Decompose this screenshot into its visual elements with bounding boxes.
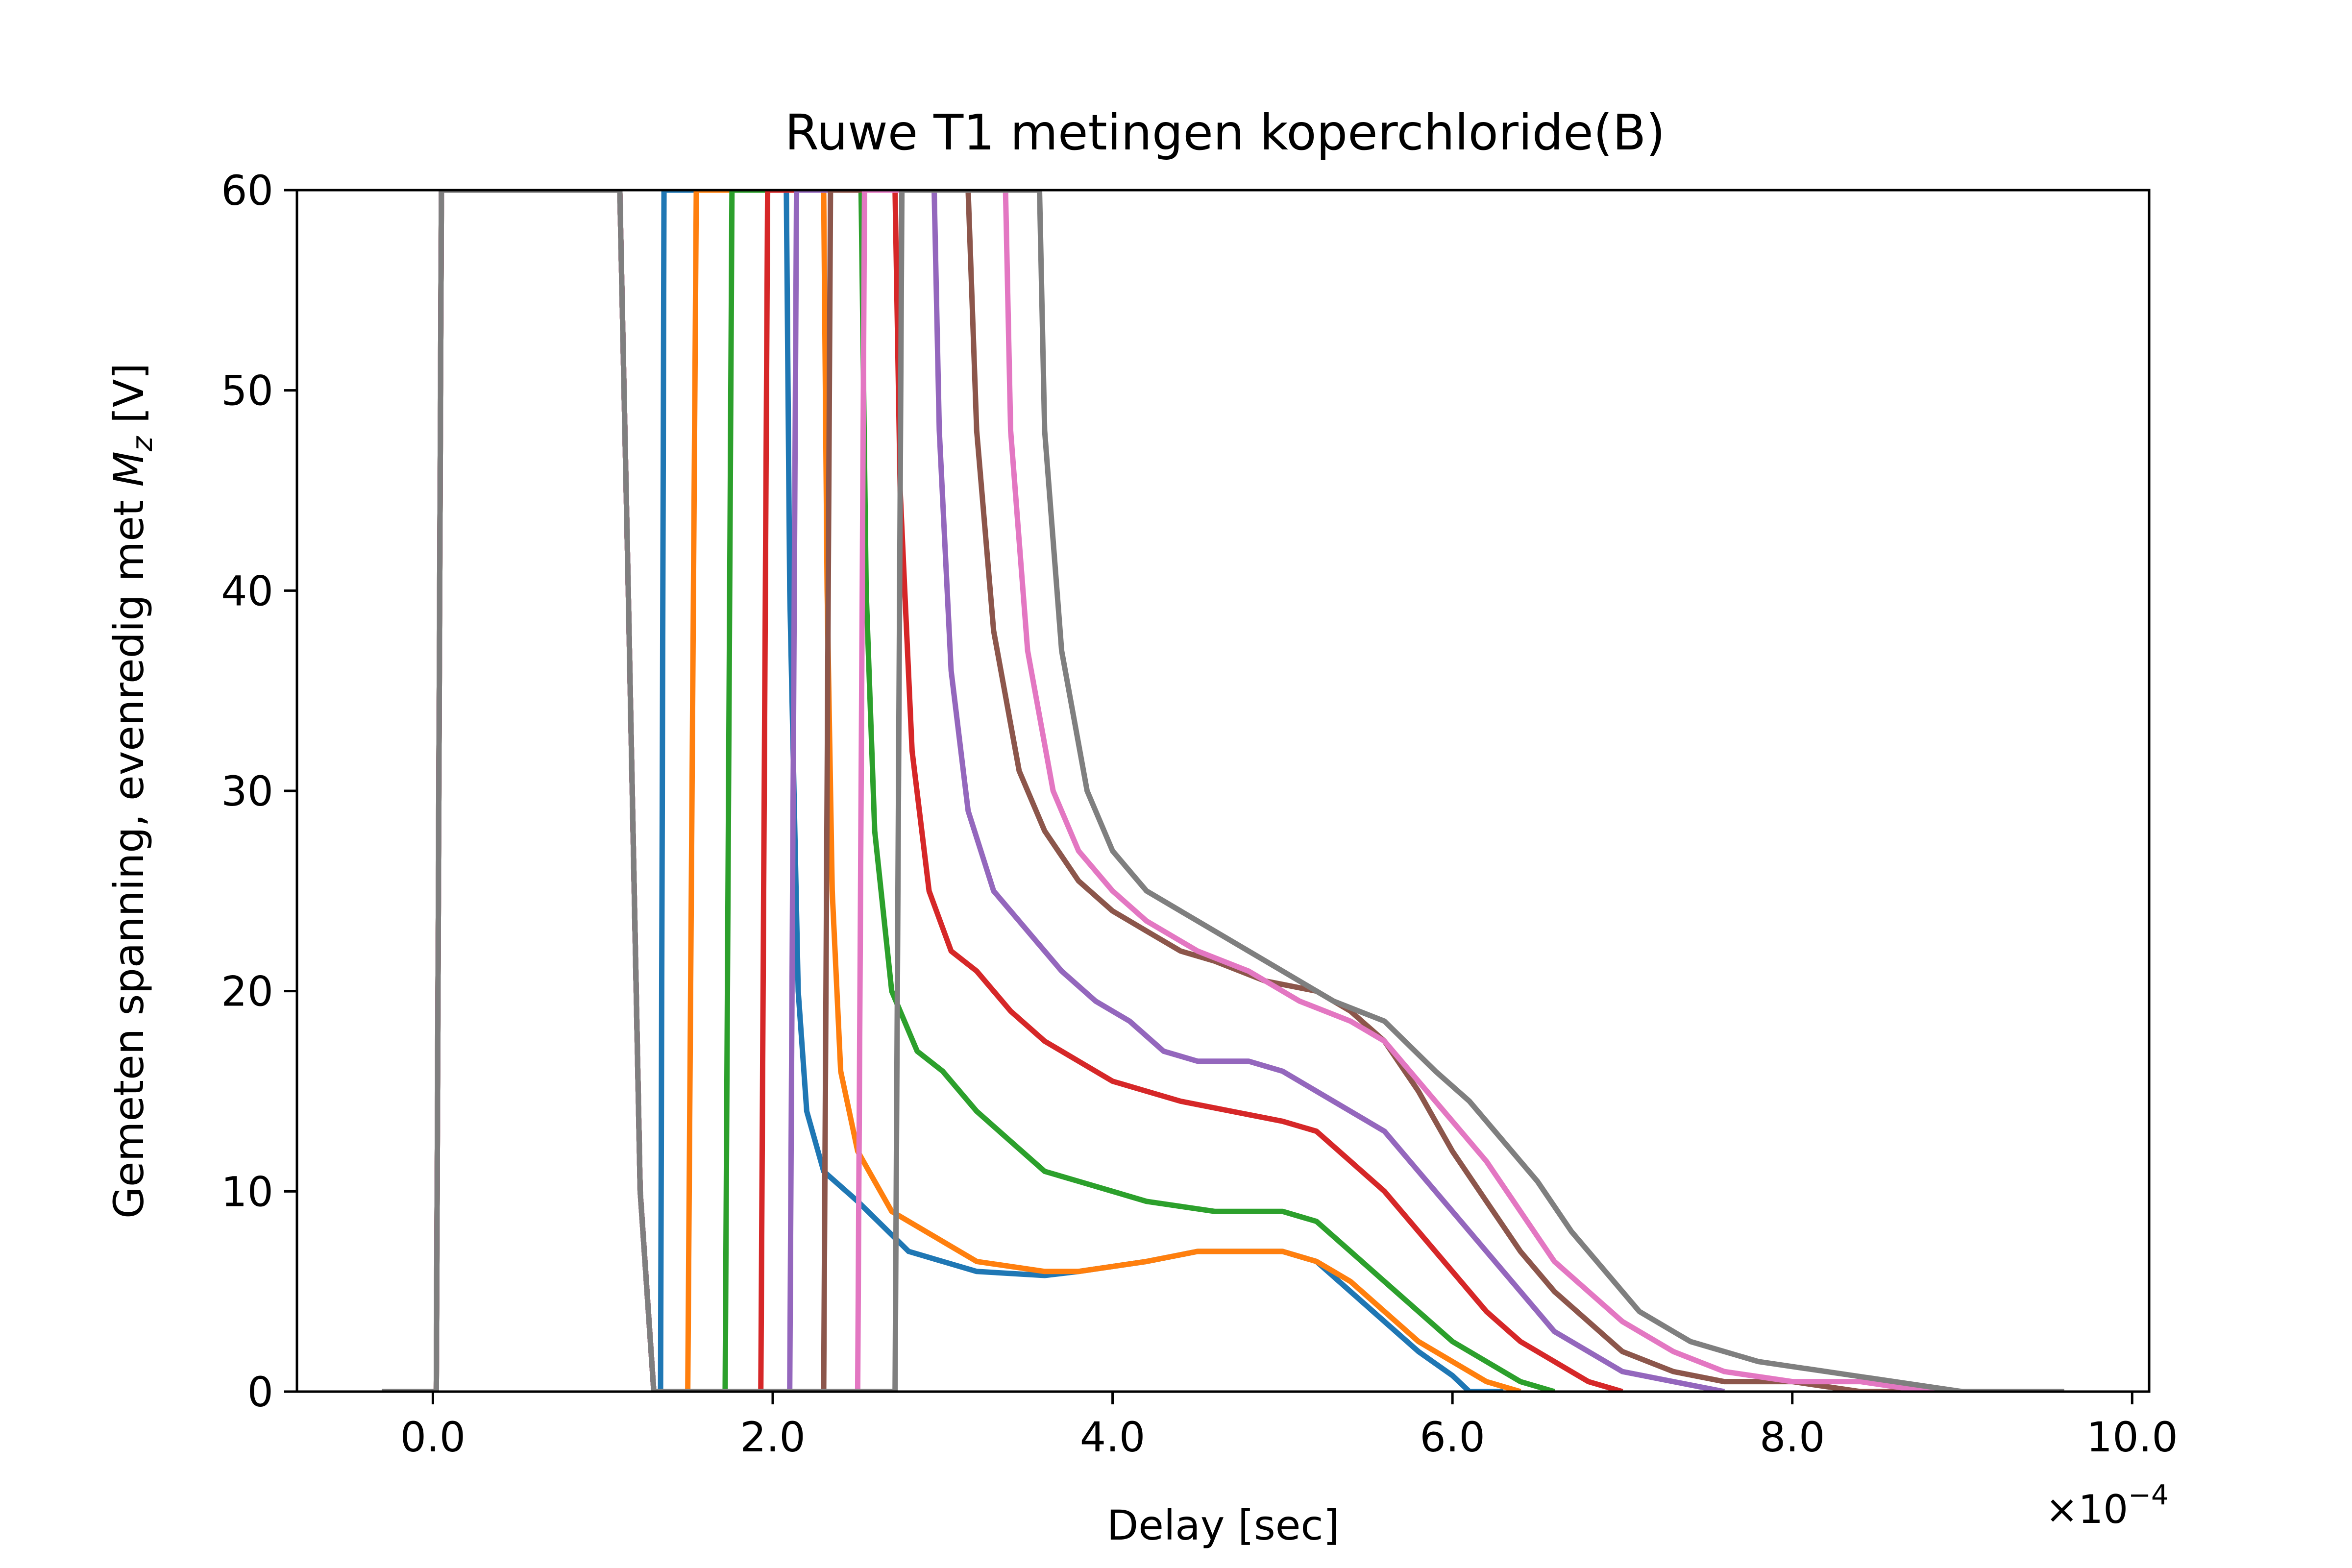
y-tick-label: 20: [221, 968, 273, 1016]
y-label-subscript: z: [125, 436, 159, 452]
x-tick-label: 10.0: [2086, 1413, 2178, 1461]
x-tick-label: 4.0: [1080, 1413, 1146, 1461]
y-axis: 0 10 20 30 40 50 60: [221, 167, 297, 1416]
y-tick-label: 60: [221, 167, 273, 215]
series-line-8: [382, 190, 2064, 1392]
series-layer: [382, 190, 2064, 1392]
y-tick-label: 10: [221, 1168, 273, 1216]
x-axis: 0.0 2.0 4.0 6.0 8.0 10.0: [400, 1392, 2178, 1461]
y-label-suffix: [V]: [105, 363, 153, 437]
y-label-prefix: Gemeten spanning, evenredig met: [105, 487, 153, 1219]
x-tick-label: 0.0: [400, 1413, 466, 1461]
x-tick-label: 8.0: [1760, 1413, 1825, 1461]
x-axis-label: Delay [sec]: [1107, 1501, 1340, 1549]
y-tick-label: 30: [221, 767, 273, 815]
chart-title: Ruwe T1 metingen koperchloride(B): [785, 104, 1666, 161]
x-tick-label: 2.0: [740, 1413, 806, 1461]
x-offset-base: ×10: [2045, 1487, 2128, 1532]
x-axis-offset-label: ×10−4: [2045, 1479, 2168, 1532]
y-tick-label: 40: [221, 567, 273, 615]
y-axis-label: Gemeten spanning, evenredig met Mz [V]: [105, 363, 159, 1219]
y-tick-label: 0: [247, 1368, 273, 1416]
x-tick-label: 6.0: [1420, 1413, 1485, 1461]
y-tick-label: 50: [221, 367, 273, 415]
x-offset-exponent: −4: [2128, 1479, 2169, 1511]
y-label-symbol: M: [105, 451, 153, 487]
